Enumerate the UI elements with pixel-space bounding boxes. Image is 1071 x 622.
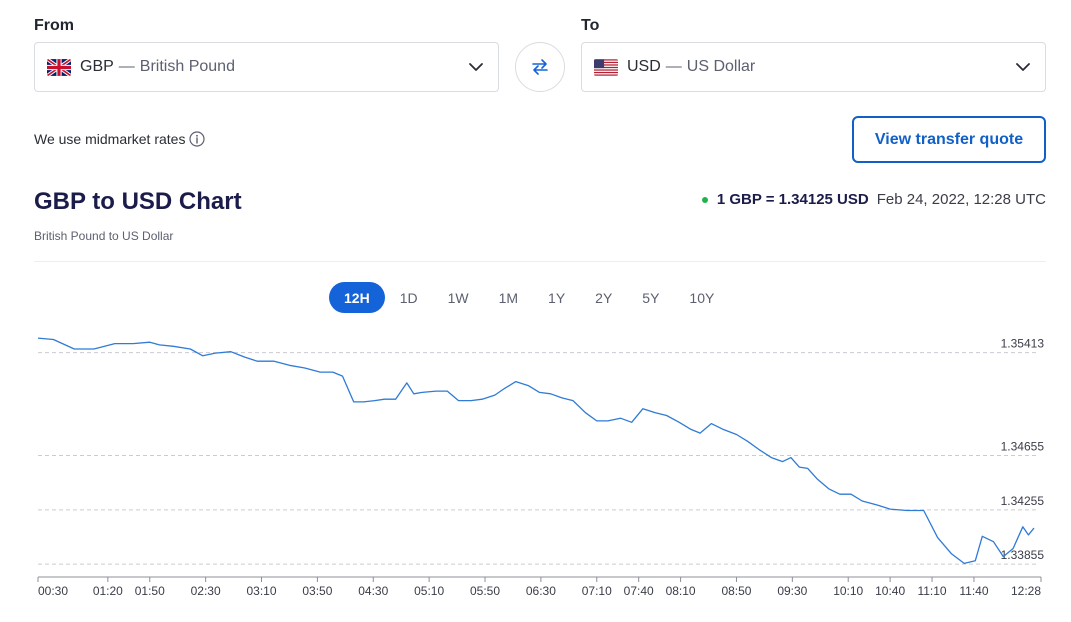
- rates-note-text: We use midmarket rates: [34, 131, 186, 147]
- info-icon[interactable]: [189, 131, 206, 147]
- period-tab-10y[interactable]: 10Y: [689, 289, 715, 306]
- y-tick-label: 1.34655: [1001, 440, 1045, 454]
- period-tab-1m[interactable]: 1M: [498, 289, 519, 306]
- current-rate: 1 GBP = 1.34125 USD Feb 24, 2022, 12:28 …: [701, 191, 1046, 208]
- from-currency-name: British Pound: [139, 58, 235, 75]
- to-separator: —: [665, 58, 682, 75]
- x-tick-label: 00:30: [38, 584, 68, 598]
- x-tick-label: 12:28: [1011, 584, 1041, 598]
- series-line: [37, 337, 1035, 565]
- x-tick-label: 03:50: [302, 584, 332, 598]
- y-tick-label: 1.33855: [1001, 548, 1045, 562]
- chart-subtitle: British Pound to US Dollar: [34, 229, 174, 243]
- to-label: To: [581, 17, 600, 34]
- to-currency-name: US Dollar: [686, 58, 756, 75]
- from-label: From: [34, 17, 74, 34]
- x-tick-label: 09:30: [777, 584, 807, 598]
- x-tick-label: 05:50: [470, 584, 500, 598]
- view-transfer-quote-button[interactable]: View transfer quote: [852, 116, 1046, 163]
- x-tick-label: 11:10: [917, 584, 946, 598]
- live-indicator-dot: [701, 196, 708, 203]
- rate-timestamp: Feb 24, 2022, 12:28 UTC: [876, 191, 1046, 208]
- y-tick-label: 1.34255: [1001, 494, 1045, 508]
- x-tick-label: 10:40: [875, 584, 905, 598]
- swap-currencies-button[interactable]: [515, 42, 565, 92]
- x-tick-label: 10:10: [833, 584, 863, 598]
- period-tab-1w[interactable]: 1W: [447, 289, 469, 306]
- to-currency-code: USD: [627, 58, 661, 75]
- header-divider: [34, 261, 1046, 262]
- x-tick-label: 08:50: [721, 584, 751, 598]
- x-tick-label: 08:10: [666, 584, 696, 598]
- period-tab-1d[interactable]: 1D: [399, 289, 418, 306]
- uk-flag-icon: [47, 58, 71, 76]
- swap-arrows-icon: [532, 59, 548, 75]
- x-tick-label: 06:30: [526, 584, 556, 598]
- from-separator: —: [118, 58, 135, 75]
- to-currency-select[interactable]: USD — US Dollar: [581, 42, 1046, 92]
- chart-title: GBP to USD Chart: [34, 188, 242, 215]
- period-tab-5y[interactable]: 5Y: [642, 289, 660, 306]
- x-tick-label: 03:10: [246, 584, 276, 598]
- x-tick-label: 05:10: [414, 584, 444, 598]
- x-tick-label: 01:50: [135, 584, 165, 598]
- exchange-rate-chart[interactable]: 1.35413 1.34655 1.34255 1.33855 00:30 01:20 01…: [0, 320, 1071, 622]
- from-currency-code: GBP: [80, 58, 114, 75]
- period-tab-12h[interactable]: 12H: [329, 282, 385, 313]
- chevron-down-icon: [1016, 63, 1030, 71]
- rate-value: 1 GBP = 1.34125 USD: [716, 191, 869, 208]
- period-tabs: 12H 1D 1W 1M 1Y 2Y 5Y 10Y: [329, 282, 729, 313]
- y-tick-label: 1.35413: [1001, 337, 1045, 351]
- us-flag-icon: [594, 58, 618, 76]
- period-tab-1y[interactable]: 1Y: [548, 289, 566, 306]
- x-tick-label: 11:40: [959, 584, 988, 598]
- x-tick-label: 07:10: [582, 584, 612, 598]
- chevron-down-icon: [469, 63, 483, 71]
- x-tick-label: 07:40: [624, 584, 654, 598]
- x-tick-label: 01:20: [93, 584, 123, 598]
- from-currency-select[interactable]: GBP — British Pound: [34, 42, 499, 92]
- x-tick-label: 04:30: [358, 584, 388, 598]
- x-tick-label: 02:30: [191, 584, 221, 598]
- midmarket-rates-note: We use midmarket rates: [34, 131, 206, 147]
- period-tab-2y[interactable]: 2Y: [595, 289, 613, 306]
